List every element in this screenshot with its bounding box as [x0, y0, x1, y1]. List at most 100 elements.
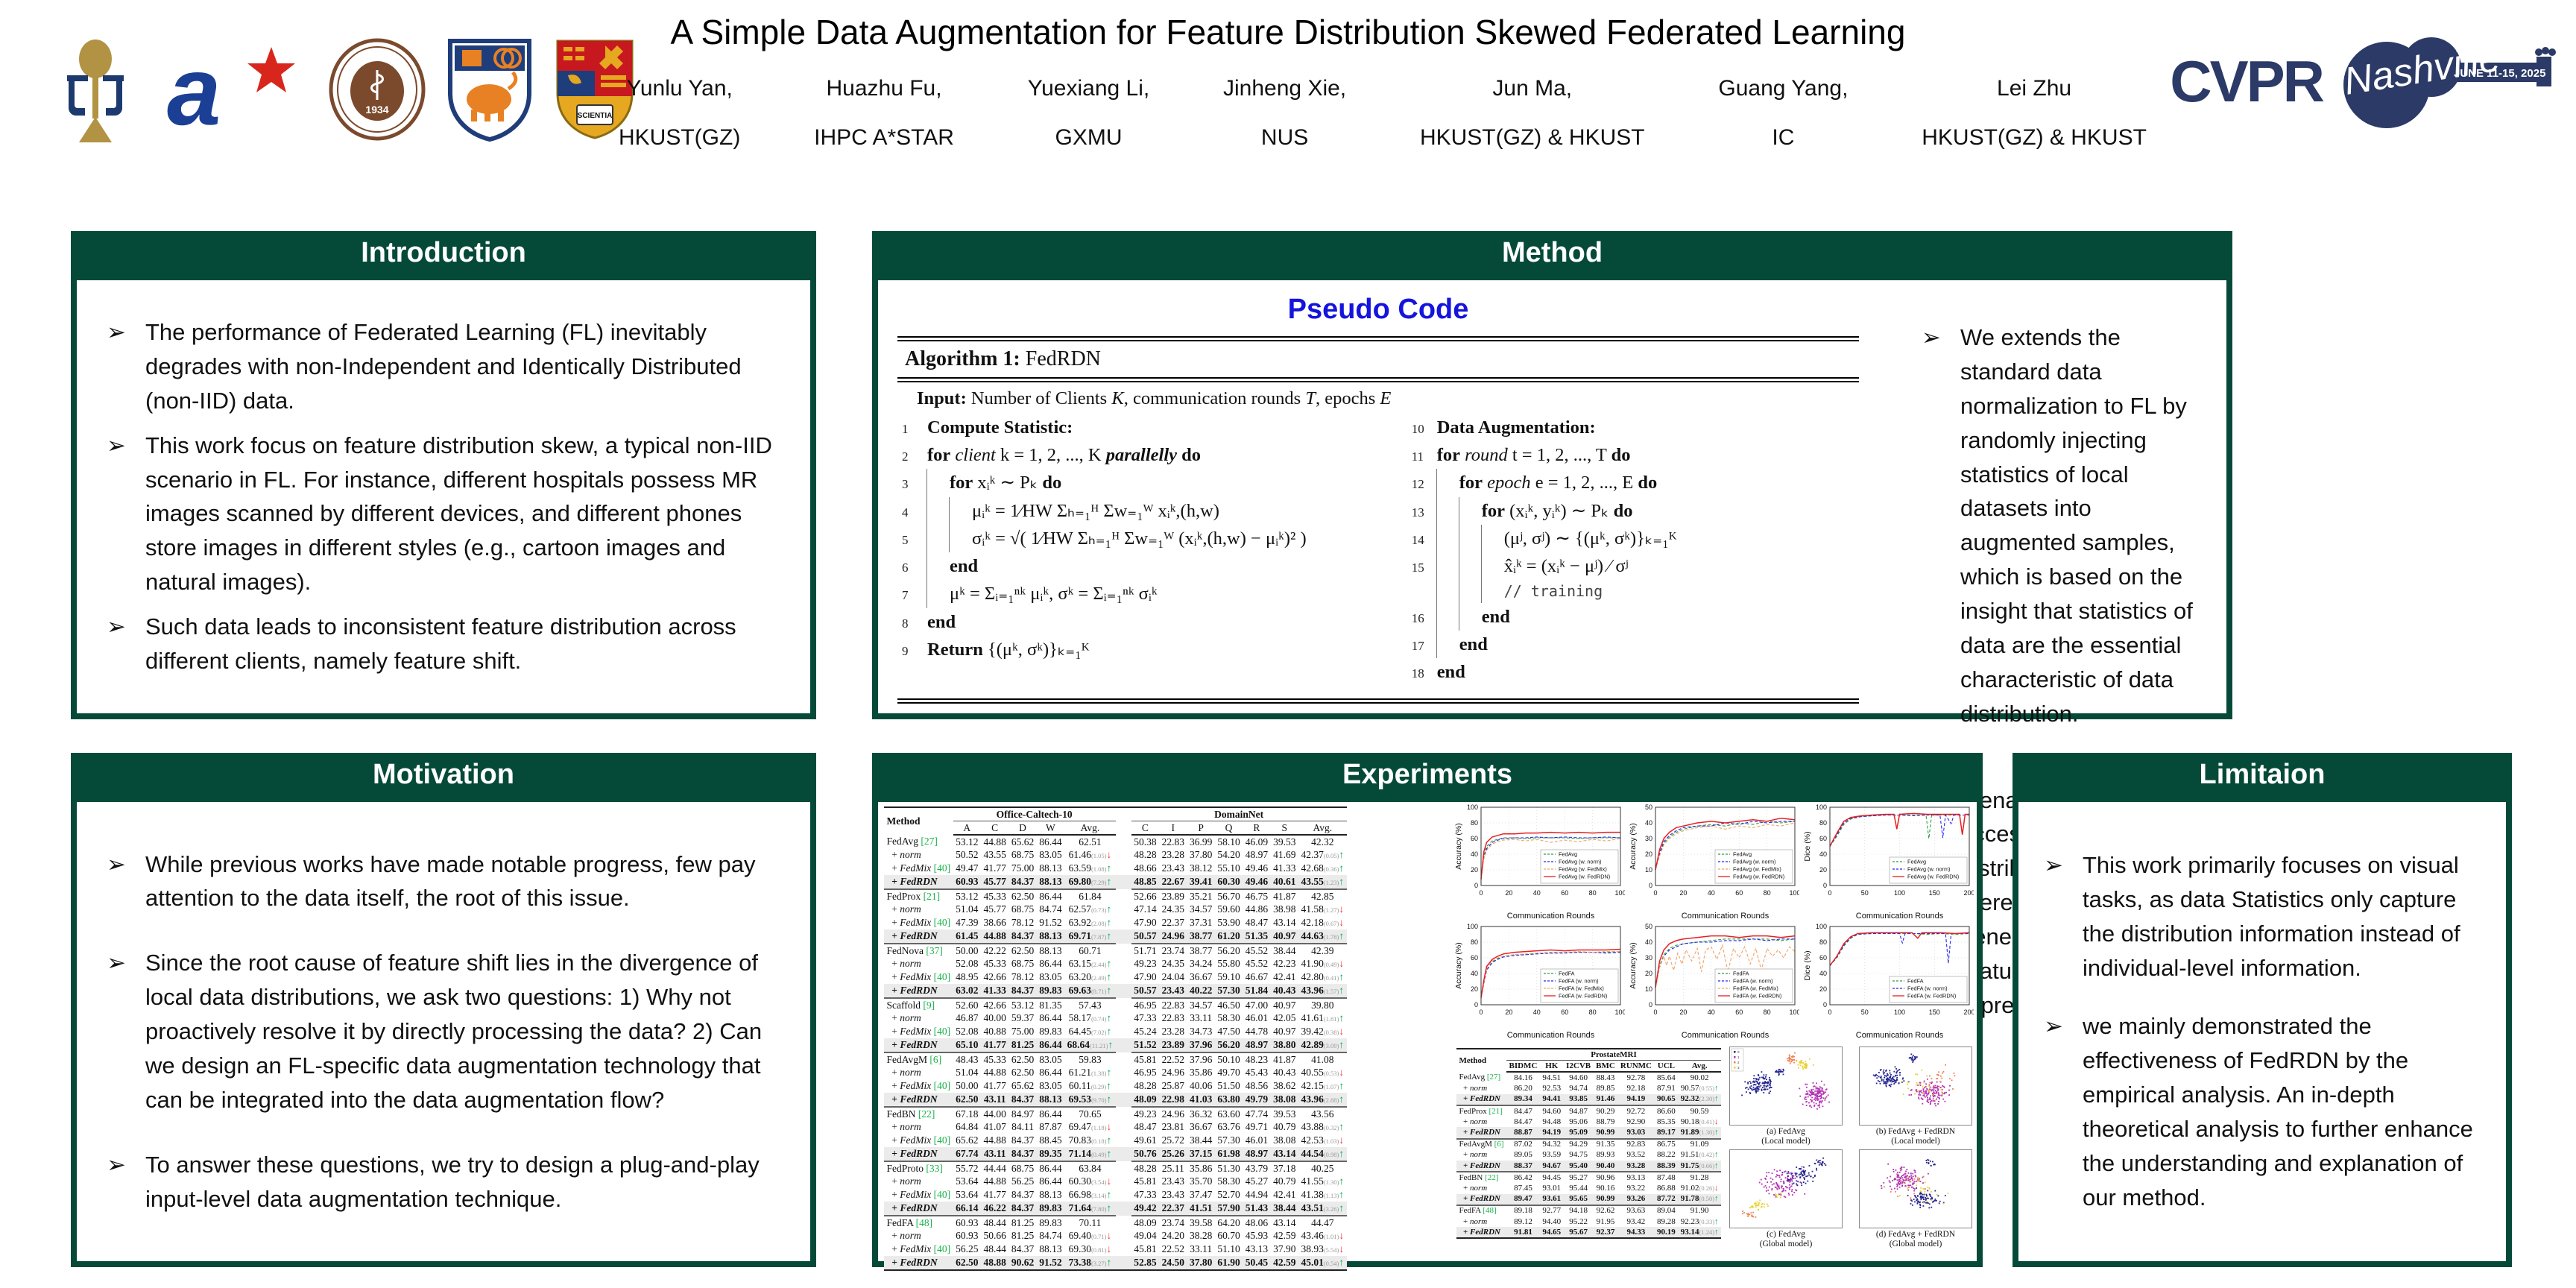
svg-text:0: 0 [1649, 1001, 1652, 1008]
table-row: FedAvgM [6] 48.43 45.33 62.50 83.05 59.83 45.8… [884, 1052, 1347, 1066]
table-row: + FedRDN 91.81 94.65 95.67 92.37 94.33 90.19 93… [1456, 1227, 1722, 1239]
author: Huazhu Fu, IHPC A*STAR [814, 76, 954, 151]
svg-text:FedAvg: FedAvg [1559, 851, 1577, 858]
svg-text:80: 80 [1589, 1008, 1597, 1016]
table-row: + FedRDN 67.74 43.11 84.37 89.35 71.14(0.49)↑… [884, 1147, 1347, 1161]
svg-text:Accuracy (%): Accuracy (%) [1454, 823, 1463, 869]
bullet-text: The performance of Federated Learning (F… [145, 319, 742, 414]
limitation-section: Limitaion ➢ This work primarily focuses o… [2012, 753, 2512, 1267]
svg-text:a: a [167, 37, 221, 145]
scientia-text: SCIENTIA [578, 112, 613, 120]
bullet-text: Such data leads to inconsistent feature … [145, 613, 736, 675]
author: Jun Ma, HKUST(GZ) & HKUST [1420, 76, 1645, 151]
limitation-header: Limitaion [2012, 753, 2512, 796]
svg-text:40: 40 [1708, 889, 1715, 897]
motivation-box: ➢ While previous works have made notable … [71, 796, 816, 1267]
gxmu-year: 1934 [365, 104, 388, 116]
svg-text:60: 60 [1735, 889, 1743, 897]
bullet-text: This work focus on feature distribution … [145, 432, 772, 596]
svg-text:Accuracy (%): Accuracy (%) [1454, 942, 1463, 988]
bullet-item: ➢ We extends the standard data normalizat… [1919, 321, 2200, 731]
algorithm-line: 16 end [1407, 602, 1859, 631]
bullet-item: ➢ Since the root cause of feature shift l… [104, 946, 783, 1117]
svg-text:20: 20 [1645, 970, 1652, 977]
prostate-mri-table: Method ProstateMRI BIDMC HK I2CVB BMC RUNMC UCL… [1456, 1048, 1722, 1240]
algorithm-line: 8 end [902, 611, 956, 632]
svg-text:100: 100 [1789, 1008, 1799, 1016]
algorithm-line: 7 μᵏ = Σᵢ₌₁ⁿᵏ μᵢᵏ, σᵏ = Σᵢ₌₁ⁿᵏ σᵢᵏ [897, 580, 1407, 608]
table-row: + norm 89.12 94.40 95.22 91.95 93.42 89.28 92.2… [1459, 1216, 1719, 1226]
svg-text:0: 0 [1474, 882, 1478, 889]
svg-text:50: 50 [1861, 1008, 1869, 1016]
svg-text:100: 100 [1614, 1008, 1625, 1016]
bullet-arrow-icon: ➢ [107, 1151, 126, 1178]
table-row: FedBN [22] 86.42 94.45 95.27 90.96 93.13 87.48… [1456, 1171, 1722, 1184]
guitar-icon: Nashville JUNE 11-15, 2025 [2318, 24, 2557, 139]
table-row: + FedMix [40] 48.95 42.66 78.12 83.05 63.20(2… [886, 970, 1345, 983]
table-row: + norm 50.52 43.55 68.75 83.05 61.46(1.05)↓ 48… [886, 848, 1345, 861]
svg-text:80: 80 [1819, 819, 1827, 827]
table-row: FedProx [21] 84.47 94.60 94.87 90.29 92.72 86.… [1456, 1105, 1722, 1117]
svg-text:40: 40 [1645, 819, 1652, 827]
chart-cell: 0 20 40 60 80 100 0 10 20 30 40 50 Accuracy (%) Commu… [1628, 923, 1802, 1042]
algorithm-box: Algorithm 1: FedRDN Input: Number of Cli… [897, 336, 1859, 704]
table-row: FedAvg [27] 84.16 94.51 94.60 88.43 92.78 85.6… [1459, 1073, 1709, 1082]
table-row: + norm 51.04 44.88 62.50 86.44 61.21(1.38)↑ 46… [886, 1066, 1345, 1079]
svg-text:100: 100 [1816, 804, 1827, 811]
bullet-item: ➢ This work focus on feature distribution… [104, 429, 783, 599]
limitation-box: ➢ This work primarily focuses on visual t… [2012, 796, 2512, 1267]
author-name: Jinheng Xie, [1223, 76, 1347, 101]
svg-text:0: 0 [1653, 889, 1657, 897]
bullet-text: While previous works have made notable p… [145, 850, 756, 912]
chart-cell: 0 20 40 60 80 100 0 20 40 60 80 100 Accuracy (%) Comm… [1453, 923, 1628, 1042]
tsne-caption: (c) FedAvg (Global model) [1759, 1230, 1813, 1248]
svg-text:FedAvg (w. FedMix): FedAvg (w. FedMix) [1559, 866, 1607, 873]
svg-text:80: 80 [1589, 889, 1597, 897]
author-affiliation: IC [1772, 125, 1795, 150]
table-row: + norm 52.08 45.33 68.75 86.44 63.15(2.44)↑ 49… [886, 957, 1345, 970]
bullet-item: ➢ This work primarily focuses on visual t… [2041, 848, 2484, 985]
svg-text:0: 0 [1649, 882, 1652, 889]
table-row: + norm 46.87 40.00 59.37 86.44 58.17(0.74)↑ 47… [886, 1011, 1345, 1024]
gxmu-logo-icon: 1934 [328, 37, 426, 142]
algorithm-line: 15 x̂ᵢᵏ = (xᵢᵏ − μʲ) ⁄ σʲ [1407, 552, 1859, 581]
tsne-plot-c: (c) FedAvg (Global model) [1725, 1149, 1847, 1249]
svg-text:FedFA (w. norm): FedFA (w. norm) [1733, 978, 1773, 985]
tsne-plot-a: 0 1 2 3 (a) FedAvg (Local model) [1725, 1046, 1847, 1146]
svg-text:FedFA (w. norm): FedFA (w. norm) [1559, 978, 1599, 985]
svg-text:Communication Rounds: Communication Rounds [1856, 1031, 1944, 1040]
table-row: + norm 89.05 93.59 94.75 89.93 93.52 88.22 91.5… [1459, 1150, 1719, 1160]
learning-curves-grid: 0 20 40 60 80 100 0 20 40 60 80 100 Accuracy (%) Comm… [1453, 804, 1977, 1042]
table-row: + FedRDN 63.02 41.33 84.37 89.83 69.63(8.71)↑… [884, 984, 1347, 998]
learning-curve-chart-1: 0 20 40 60 80 100 0 10 20 30 40 50 Accuracy (%) Commu… [1629, 804, 1801, 921]
algorithm-input-line: Input: Number of Clients K, communicatio… [917, 388, 1392, 408]
algorithm-line: 2 for client k = 1, 2, ..., K parallelly … [902, 445, 1202, 466]
cvpr-wordmark: CVPR [2170, 48, 2325, 114]
svg-text:FedFA (w. FedRDN): FedFA (w. FedRDN) [1907, 993, 1956, 1000]
table-row: + FedRDN 89.34 94.41 93.85 91.46 94.19 90.65 92… [1456, 1093, 1722, 1106]
table-row: + FedMix [40] 56.25 48.44 84.37 88.13 69.30(0… [886, 1243, 1345, 1255]
algorithm-line: 11 for round t = 1, 2, ..., T do [1411, 445, 1631, 466]
svg-text:0: 0 [1823, 882, 1827, 889]
svg-text:40: 40 [1533, 1008, 1541, 1016]
hkust-logo-icon [51, 34, 140, 145]
table-row: + FedMix [40] 49.47 41.77 75.00 88.13 63.59(1… [886, 862, 1345, 874]
table-row: + norm 84.47 94.48 95.06 88.79 92.90 85.35 90.1… [1459, 1117, 1719, 1126]
chart-cell: 0 50 100 150 200 0 20 40 60 80 100 Dice (%) Communic… [1802, 923, 1977, 1042]
table-row: + FedMix [40] 50.00 41.77 65.62 83.05 60.11(0… [886, 1079, 1345, 1092]
svg-text:0: 0 [1828, 889, 1831, 897]
table-row: + FedRDN 65.10 41.77 81.25 86.44 68.64(11.21)… [884, 1038, 1347, 1052]
table-row: + FedMix [40] 65.62 44.88 84.37 88.45 70.83(0… [886, 1134, 1345, 1146]
svg-text:80: 80 [1471, 938, 1478, 946]
svg-text:20: 20 [1679, 1008, 1687, 1016]
svg-text:40: 40 [1645, 938, 1652, 946]
author: Guang Yang, IC [1718, 76, 1848, 151]
bullet-item: ➢ While previous works have made notable … [104, 847, 783, 916]
bullet-arrow-icon: ➢ [107, 319, 126, 346]
author-name: Yuexiang Li, [1027, 76, 1150, 101]
bullet-item: ➢ To answer these questions, we try to de… [104, 1148, 783, 1216]
svg-text:100: 100 [1467, 804, 1478, 811]
svg-text:FedAvg: FedAvg [1733, 851, 1752, 858]
svg-text:Communication Rounds: Communication Rounds [1682, 912, 1770, 921]
tsne-scatter: 01 2 3 [1729, 1046, 1843, 1126]
